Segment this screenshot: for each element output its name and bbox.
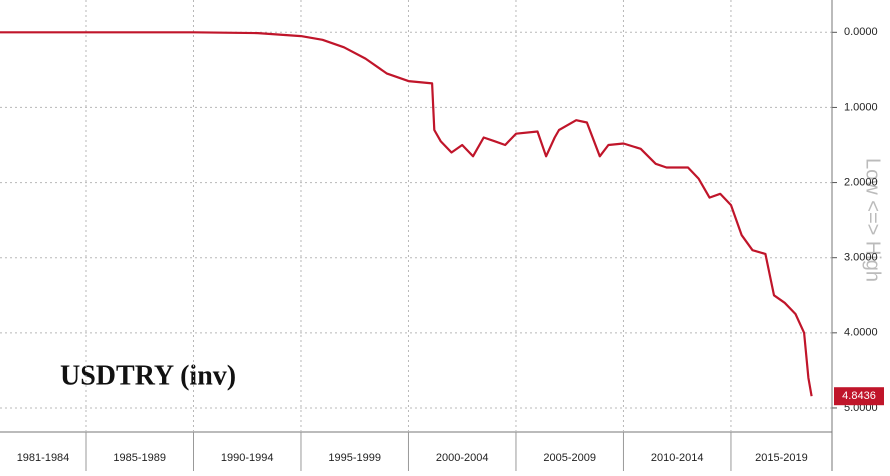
y-tick-label: 0.0000 bbox=[844, 26, 878, 38]
last-value-label: 4.8436 bbox=[842, 390, 876, 402]
y-tick-label: 2.0000 bbox=[844, 176, 878, 188]
x-tick-label: 2005-2009 bbox=[543, 452, 596, 464]
chart-title: USDTRY (inv) bbox=[60, 360, 236, 391]
y-axis-label: Low <=> High bbox=[862, 158, 884, 282]
x-tick-label: 1985-1989 bbox=[113, 452, 166, 464]
x-tick-label: 1990-1994 bbox=[221, 452, 274, 464]
x-tick-label: 1995-1999 bbox=[328, 452, 381, 464]
y-tick-label: 3.0000 bbox=[844, 252, 878, 264]
x-tick-label: 2015-2019 bbox=[755, 452, 808, 464]
x-tick-label: 1981-1984 bbox=[17, 452, 70, 464]
y-tick-label: 4.0000 bbox=[844, 327, 878, 339]
line bbox=[0, 31, 813, 397]
y-tick-label: 1.0000 bbox=[844, 101, 878, 113]
x-tick-label: 2010-2014 bbox=[651, 452, 704, 464]
x-tick-label: 2000-2004 bbox=[436, 452, 489, 464]
last-value-box bbox=[834, 387, 884, 406]
